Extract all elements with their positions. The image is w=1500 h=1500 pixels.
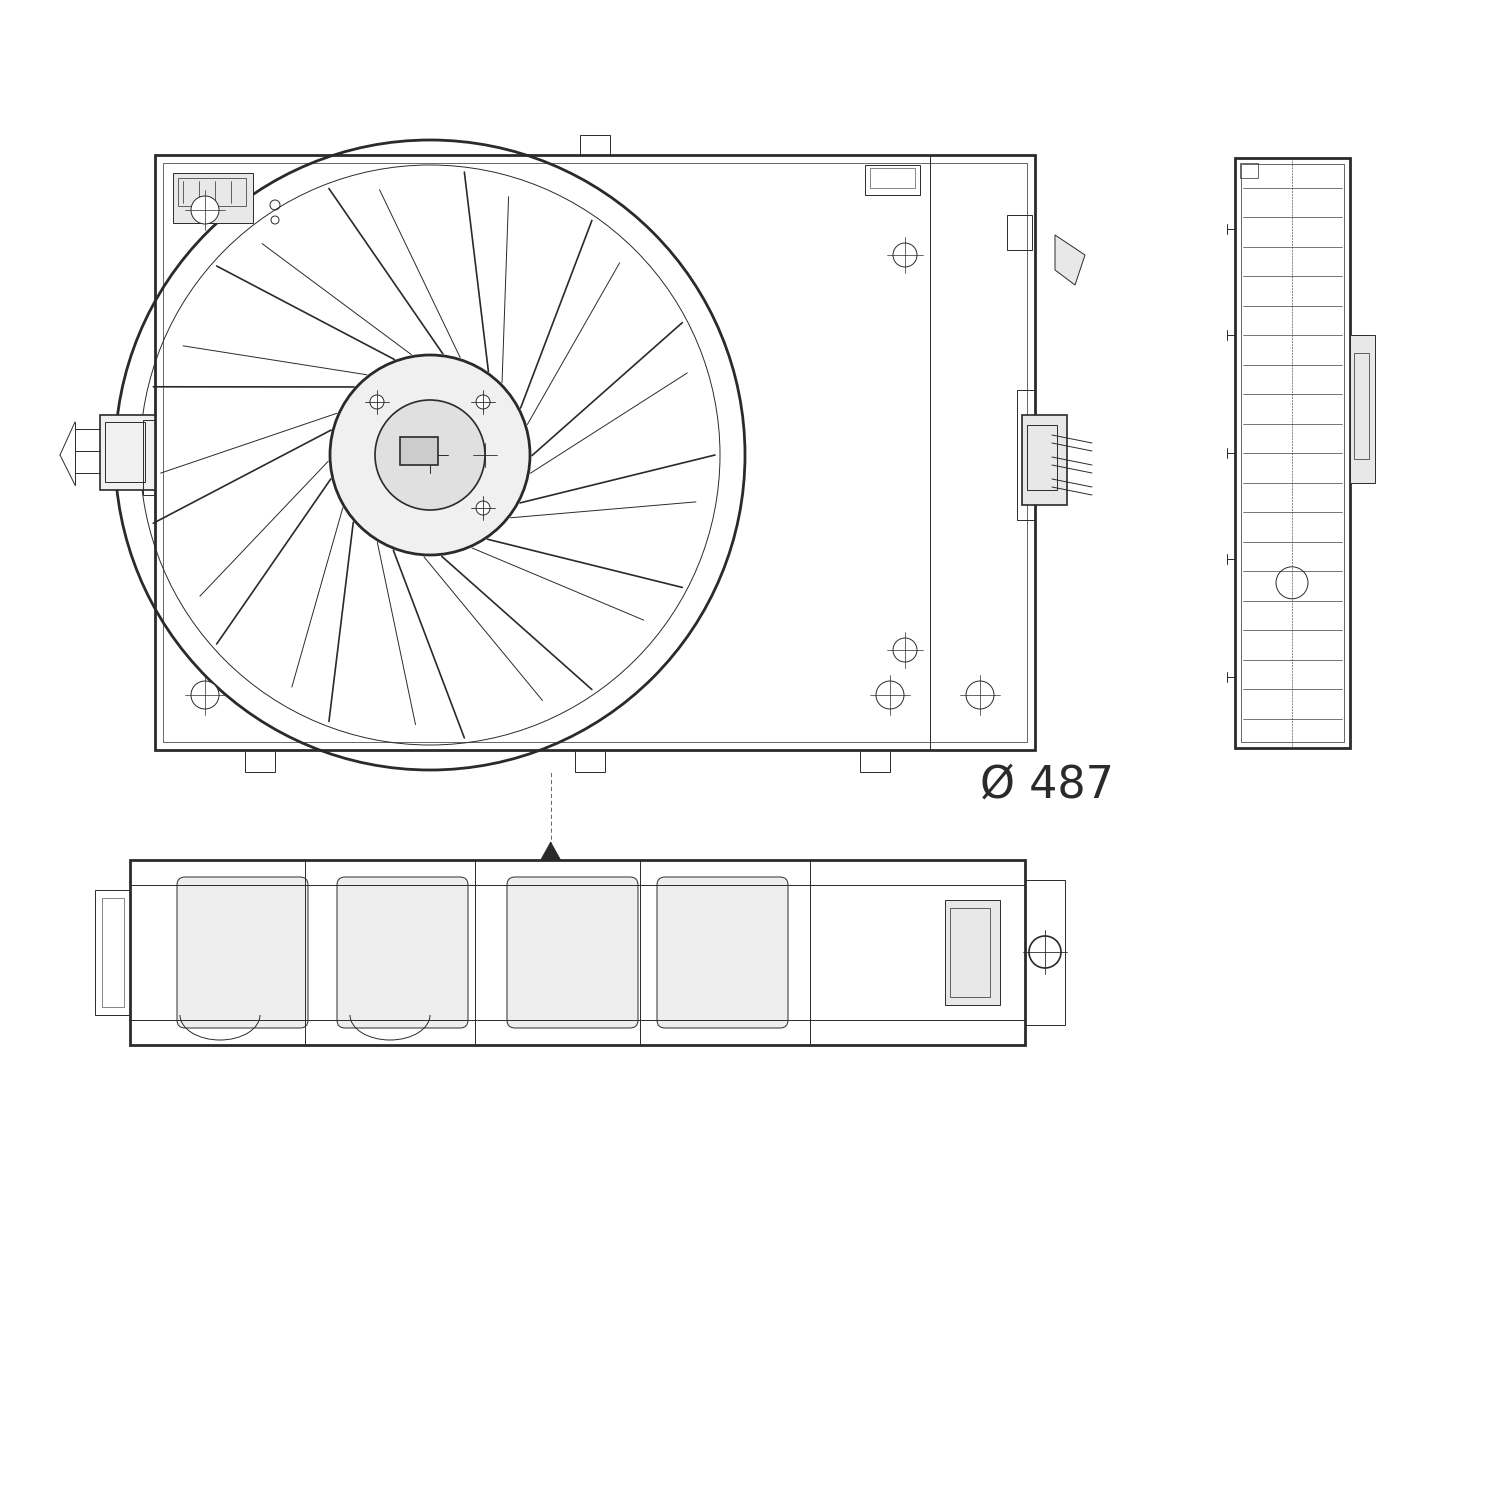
Bar: [1022, 416, 1066, 506]
Circle shape: [892, 243, 916, 267]
Circle shape: [476, 501, 490, 515]
Bar: [574, 750, 604, 772]
Bar: [154, 154, 1035, 750]
FancyBboxPatch shape: [507, 878, 638, 1028]
Bar: [950, 908, 990, 998]
Circle shape: [330, 356, 530, 555]
Bar: [870, 168, 915, 188]
Bar: [580, 135, 610, 154]
Bar: [244, 750, 274, 772]
Bar: [945, 900, 1000, 1005]
Circle shape: [892, 638, 916, 662]
Bar: [164, 164, 1028, 742]
Circle shape: [370, 394, 384, 410]
FancyBboxPatch shape: [657, 878, 788, 1028]
Bar: [1028, 424, 1057, 490]
Bar: [859, 750, 889, 772]
Circle shape: [876, 681, 904, 710]
Bar: [400, 436, 438, 465]
Bar: [100, 416, 154, 491]
Bar: [94, 890, 130, 1016]
Bar: [1354, 352, 1370, 459]
Bar: [1350, 334, 1376, 483]
Bar: [1240, 164, 1344, 742]
FancyBboxPatch shape: [177, 878, 308, 1028]
Polygon shape: [540, 842, 561, 860]
Bar: [865, 165, 919, 195]
Bar: [1234, 158, 1350, 748]
Circle shape: [966, 681, 994, 710]
Bar: [172, 172, 254, 224]
FancyBboxPatch shape: [338, 878, 468, 1028]
Bar: [1017, 390, 1035, 520]
Text: Ø 487: Ø 487: [980, 764, 1114, 807]
Bar: [102, 898, 125, 1007]
Circle shape: [190, 196, 219, 223]
Bar: [142, 420, 154, 495]
Polygon shape: [1054, 236, 1084, 285]
Bar: [1007, 214, 1032, 250]
Circle shape: [1029, 936, 1060, 968]
Bar: [130, 859, 1024, 1046]
Circle shape: [476, 394, 490, 410]
Bar: [1240, 164, 1258, 178]
Bar: [1024, 880, 1065, 1024]
Circle shape: [190, 681, 219, 710]
Bar: [178, 178, 246, 206]
Bar: [105, 422, 146, 482]
Circle shape: [375, 400, 484, 510]
